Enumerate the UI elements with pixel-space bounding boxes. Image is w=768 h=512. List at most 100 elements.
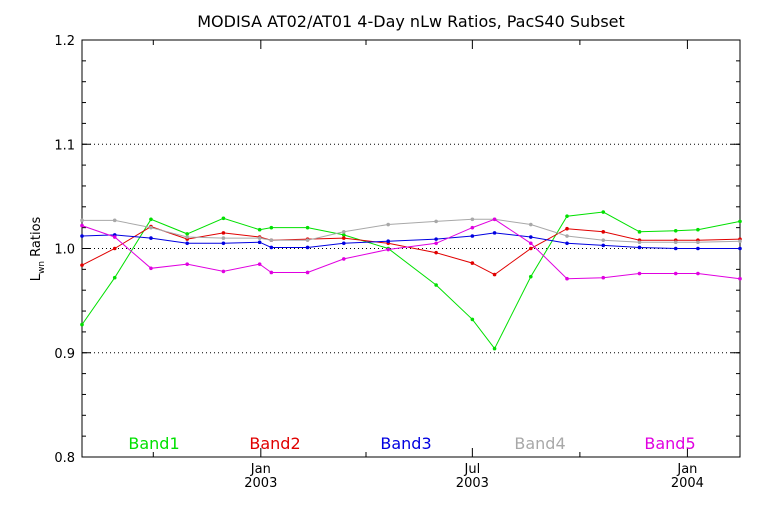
data-point bbox=[185, 232, 189, 236]
data-point bbox=[221, 236, 226, 240]
y-tick-label: 0.9 bbox=[54, 347, 75, 362]
series-line bbox=[81, 218, 741, 280]
data-point bbox=[738, 219, 742, 224]
data-point bbox=[601, 210, 606, 214]
data-point bbox=[112, 218, 117, 223]
data-point bbox=[305, 270, 310, 275]
y-tick-label: 1.0 bbox=[54, 243, 75, 258]
data-point bbox=[637, 245, 642, 250]
data-point bbox=[80, 263, 84, 267]
y-axis-label-main: L bbox=[29, 273, 44, 281]
data-point bbox=[269, 245, 274, 250]
legend-band5: Band5 bbox=[644, 434, 695, 453]
data-point bbox=[221, 231, 226, 235]
legend-band1: Band1 bbox=[128, 434, 179, 453]
data-point bbox=[341, 233, 346, 237]
data-point bbox=[341, 241, 346, 246]
series-band2 bbox=[80, 224, 742, 277]
y-axis-label-subscript: wn bbox=[37, 261, 47, 274]
data-point bbox=[386, 222, 391, 227]
data-point bbox=[257, 227, 262, 232]
data-point bbox=[528, 274, 533, 279]
y-tick-label: 1.2 bbox=[54, 34, 75, 49]
data-point bbox=[149, 225, 153, 230]
data-point bbox=[257, 240, 262, 245]
data-point bbox=[528, 246, 533, 251]
series-line bbox=[81, 232, 740, 249]
data-point bbox=[80, 234, 84, 238]
data-point bbox=[80, 223, 84, 228]
data-point bbox=[492, 346, 497, 351]
data-point bbox=[565, 234, 569, 238]
reference-lines bbox=[82, 143, 740, 354]
x-tick-month: Jul bbox=[464, 462, 481, 477]
data-point bbox=[565, 276, 569, 281]
data-point bbox=[528, 241, 533, 246]
y-tick-label: 0.8 bbox=[54, 451, 75, 466]
legend-band3: Band3 bbox=[380, 434, 431, 453]
series-line bbox=[82, 218, 741, 243]
data-point bbox=[696, 246, 700, 251]
data-point bbox=[673, 240, 678, 245]
data-point bbox=[565, 241, 569, 246]
data-point bbox=[738, 276, 742, 281]
data-point bbox=[470, 217, 475, 222]
x-tick-year: 2004 bbox=[671, 476, 704, 491]
data-point bbox=[696, 227, 700, 232]
data-point bbox=[341, 230, 346, 234]
x-tick-year: 2003 bbox=[244, 476, 277, 491]
data-point bbox=[696, 240, 700, 245]
data-point bbox=[673, 271, 678, 276]
data-point bbox=[434, 250, 438, 255]
data-point bbox=[185, 241, 189, 246]
data-point bbox=[738, 239, 742, 244]
data-point bbox=[470, 317, 475, 322]
data-point bbox=[386, 239, 391, 244]
data-point bbox=[528, 222, 533, 227]
data-point bbox=[434, 237, 438, 241]
data-point bbox=[470, 261, 475, 265]
y-axis-label: Lwn Ratios bbox=[29, 216, 47, 281]
data-point bbox=[221, 269, 226, 274]
data-point bbox=[185, 235, 189, 239]
series-band1 bbox=[80, 210, 742, 351]
data-point bbox=[434, 283, 438, 287]
data-point bbox=[112, 235, 117, 239]
data-point bbox=[149, 217, 153, 222]
data-point bbox=[601, 238, 606, 242]
chart-title: MODISA AT02/AT01 4-Day nLw Ratios, PacS4… bbox=[197, 12, 625, 31]
data-point bbox=[112, 275, 117, 280]
data-point bbox=[738, 246, 742, 251]
data-point bbox=[492, 272, 497, 277]
series-lines bbox=[80, 210, 742, 351]
data-point bbox=[305, 238, 310, 242]
data-point bbox=[149, 236, 153, 240]
data-point bbox=[492, 217, 497, 222]
data-point bbox=[565, 226, 569, 231]
data-point bbox=[269, 270, 274, 275]
data-point bbox=[112, 246, 117, 251]
data-point bbox=[221, 216, 226, 221]
data-point bbox=[305, 225, 310, 230]
data-point bbox=[637, 271, 642, 276]
data-point bbox=[305, 245, 310, 250]
data-point bbox=[673, 228, 678, 233]
data-point bbox=[470, 225, 475, 230]
data-point bbox=[637, 240, 642, 245]
data-point bbox=[80, 322, 84, 327]
data-point bbox=[269, 225, 274, 230]
data-point bbox=[601, 230, 606, 234]
series-line bbox=[81, 226, 741, 276]
data-point bbox=[386, 247, 391, 252]
y-axis-label-rest: Ratios bbox=[29, 216, 44, 261]
data-point bbox=[434, 219, 438, 224]
data-point bbox=[637, 230, 642, 234]
data-point bbox=[80, 218, 84, 223]
data-point bbox=[696, 271, 700, 276]
x-tick-year: 2003 bbox=[456, 476, 489, 491]
data-point bbox=[185, 262, 189, 266]
data-point bbox=[434, 241, 438, 246]
series-band3 bbox=[80, 231, 742, 251]
data-point bbox=[257, 262, 262, 266]
